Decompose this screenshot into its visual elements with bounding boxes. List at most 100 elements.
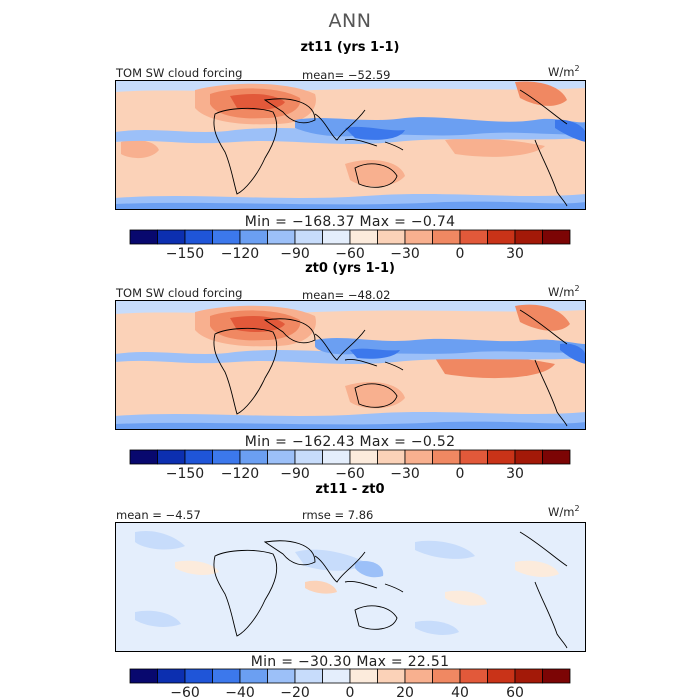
colorbar-swatch — [349, 449, 378, 465]
colorbar-tick-label: −30 — [390, 246, 420, 261]
colorbar-swatch — [322, 668, 351, 684]
map-fill-region — [295, 549, 365, 571]
colorbar-swatch — [349, 229, 378, 245]
colorbar-tick-label: −120 — [221, 246, 259, 261]
colorbar-swatch — [459, 668, 488, 684]
map-fill-region — [355, 560, 384, 578]
panel-units-1: W/m2 — [548, 284, 580, 299]
colorbar-tick-label: 40 — [451, 685, 469, 700]
colorbar-swatch — [129, 229, 158, 245]
map-fill-region — [555, 119, 586, 142]
coastlines — [213, 89, 568, 207]
colorbar-swatch — [267, 229, 296, 245]
colorbar-swatch — [432, 449, 461, 465]
map-fill-region — [115, 421, 586, 430]
panel-title-1: zt0 (yrs 1-1) — [305, 261, 395, 276]
colorbar-1: −150 −120 −90 −60 −30 0 30 — [129, 449, 571, 481]
colorbar-tick-label: −30 — [390, 466, 420, 481]
map-fill-region — [121, 140, 159, 159]
colorbar-2: −60 −40 −20 0 20 40 60 — [129, 668, 571, 700]
map-fill-region — [295, 117, 586, 137]
map-fill-region — [435, 355, 555, 379]
colorbar-swatch — [377, 229, 406, 245]
panel-mean-label-0: mean= −52.59 — [302, 68, 391, 82]
colorbar-swatch — [184, 449, 213, 465]
colorbar-swatch — [487, 668, 516, 684]
colorbar-tick-label: 0 — [346, 685, 355, 700]
map-fill-region — [345, 126, 405, 140]
coastlines — [213, 531, 568, 649]
panel-title-2: zt11 - zt0 — [315, 482, 385, 497]
map-frame — [115, 300, 586, 430]
colorbar-swatch — [267, 449, 296, 465]
colorbar-tick-label: −150 — [166, 466, 204, 481]
colorbar-swatch — [157, 229, 186, 245]
panel-minmax-1: Min = −162.43 Max = −0.52 — [244, 434, 456, 450]
map-fill-region — [175, 560, 219, 575]
map-fill-region — [415, 540, 475, 559]
colorbar-swatch — [459, 229, 488, 245]
colorbar-swatch — [294, 229, 323, 245]
contour-map-2 — [115, 522, 586, 652]
colorbar-swatch — [184, 668, 213, 684]
colorbar-tick-label: 0 — [456, 246, 465, 261]
colorbar-swatch — [157, 449, 186, 465]
map-fill-region — [515, 304, 570, 331]
map-fill-region — [560, 343, 586, 364]
map-fill-region — [135, 610, 181, 627]
colorbar-tick-label: −60 — [335, 246, 365, 261]
panel-units-0: W/m2 — [548, 64, 580, 79]
colorbar-tick-label: 30 — [506, 246, 524, 261]
map-fill-region — [345, 160, 405, 187]
contour-map-0 — [115, 80, 586, 210]
colorbar-swatch — [349, 668, 378, 684]
colorbar-swatch — [542, 449, 571, 465]
colorbar-swatch — [377, 449, 406, 465]
colorbar-swatch — [404, 229, 433, 245]
colorbar-tick-label: −90 — [280, 466, 310, 481]
colorbar-swatch — [239, 229, 268, 245]
colorbar-swatch — [404, 668, 433, 684]
map-fill-region — [350, 348, 400, 359]
colorbar-swatch — [267, 668, 296, 684]
colorbar-swatch — [157, 668, 186, 684]
panel-variable-label-1: TOM SW cloud forcing — [116, 286, 243, 300]
colorbar-swatch — [294, 449, 323, 465]
colorbar-tick-label: −120 — [221, 466, 259, 481]
colorbar-swatch — [322, 449, 351, 465]
colorbar-tick-label: 20 — [396, 685, 414, 700]
colorbar-tick-label: 30 — [506, 466, 524, 481]
contour-map-1 — [115, 300, 586, 430]
colorbar-swatch — [487, 449, 516, 465]
colorbar-tick-label: −150 — [166, 246, 204, 261]
colorbar-swatch — [184, 229, 213, 245]
colorbar-tick-label: −40 — [225, 685, 255, 700]
panel-minmax-0: Min = −168.37 Max = −0.74 — [244, 214, 456, 230]
colorbar-swatch — [542, 668, 571, 684]
map-fill-region — [515, 81, 567, 106]
colorbar-swatch — [432, 668, 461, 684]
colorbar-swatch — [212, 449, 241, 465]
colorbar-swatch — [514, 229, 543, 245]
panel-title-0: zt11 (yrs 1-1) — [300, 40, 400, 55]
map-fill-region — [415, 620, 459, 635]
map-fill-region — [115, 201, 586, 210]
colorbar-swatch — [212, 668, 241, 684]
colorbar-tick-label: −60 — [335, 466, 365, 481]
map-frame — [115, 80, 586, 210]
colorbar-swatch — [294, 668, 323, 684]
colorbar-swatch — [212, 229, 241, 245]
colorbar-swatch — [239, 668, 268, 684]
panel-variable-label-0: TOM SW cloud forcing — [116, 66, 243, 80]
colorbar-tick-label: −90 — [280, 246, 310, 261]
colorbar-swatch — [129, 449, 158, 465]
colorbar-swatch — [239, 449, 268, 465]
colorbar-swatch — [129, 668, 158, 684]
map-fill-region — [445, 590, 487, 606]
map-fill-region — [135, 530, 185, 550]
panel-rmse-label-2: rmse = 7.86 — [302, 508, 374, 522]
colorbar-tick-label: 60 — [506, 685, 524, 700]
colorbar-swatch — [542, 229, 571, 245]
map-fill-region — [305, 580, 337, 594]
colorbar-tick-label: 0 — [456, 466, 465, 481]
